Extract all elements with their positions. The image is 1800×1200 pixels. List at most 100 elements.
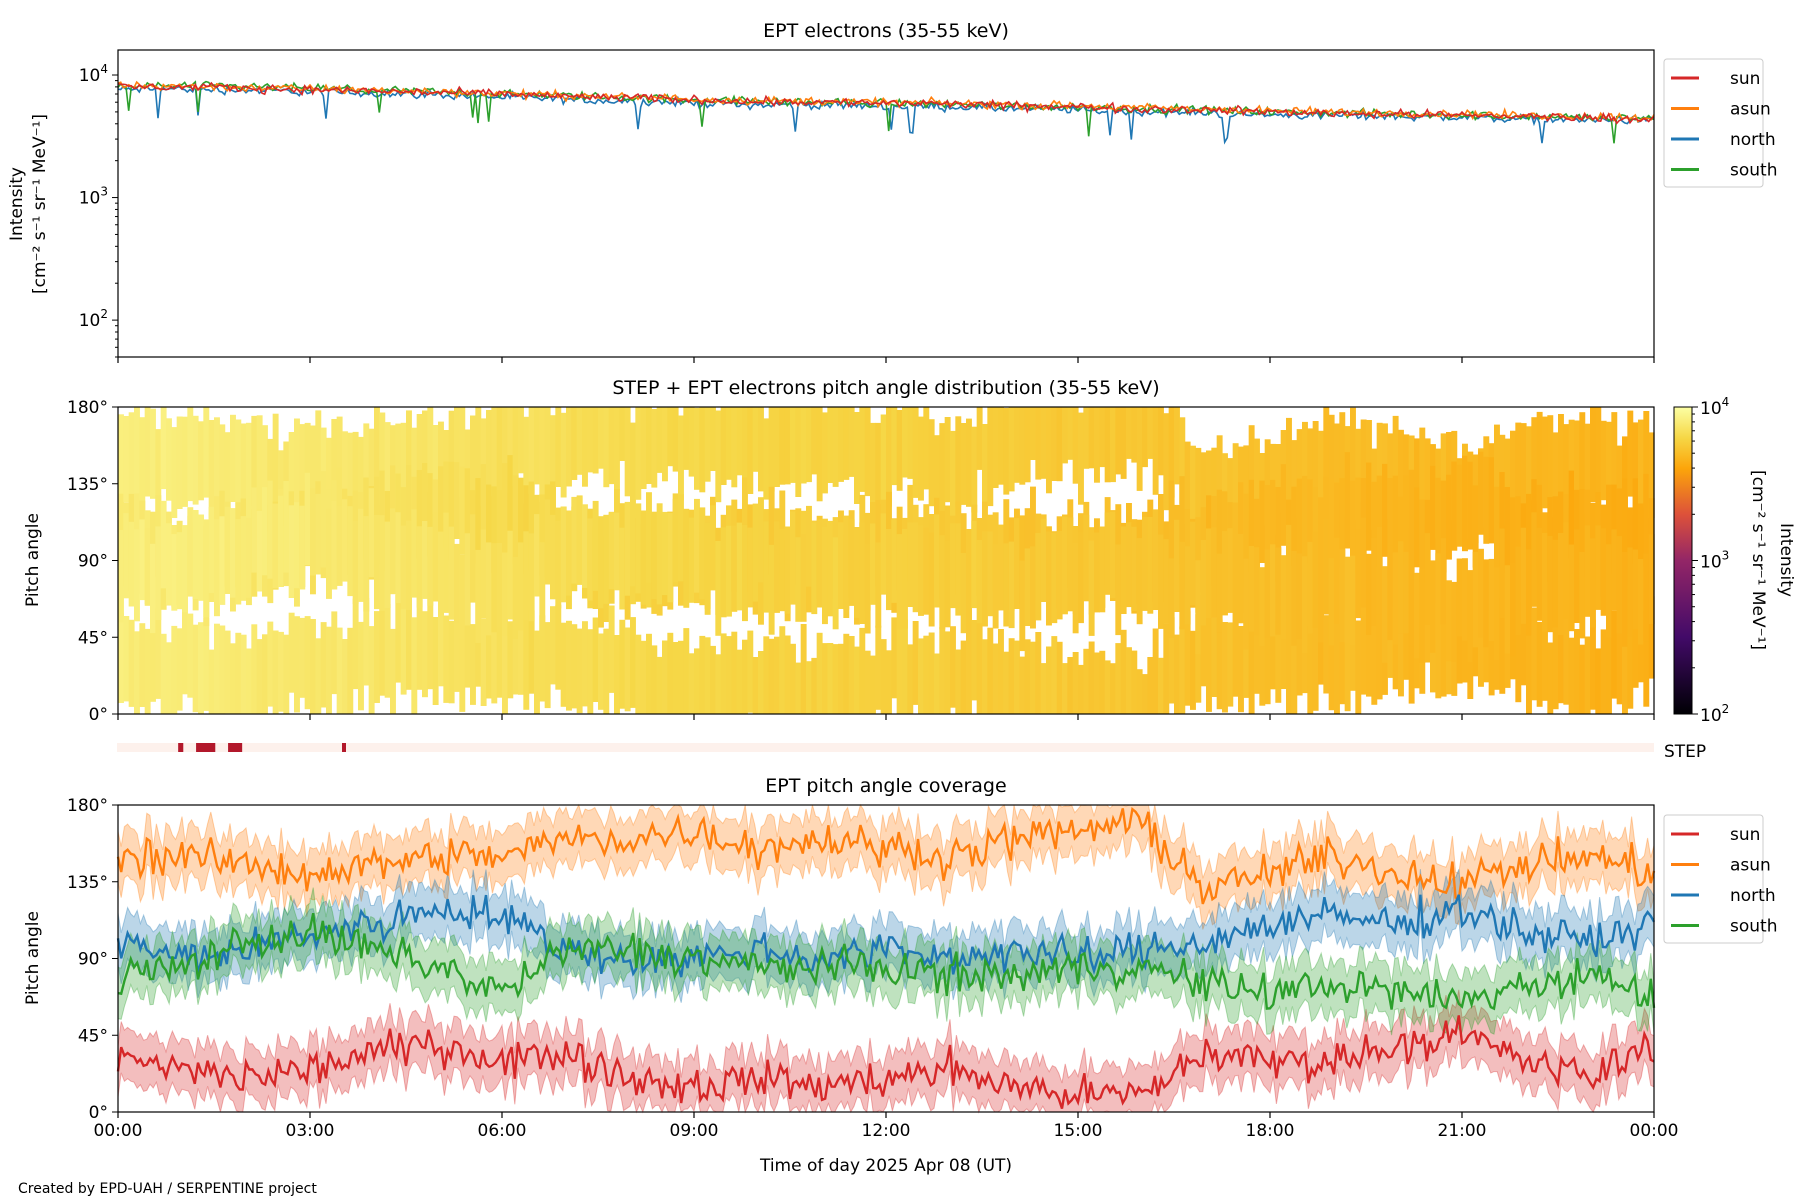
pad-cell [838,643,844,714]
pad-cell [368,428,375,509]
pad-cell [406,520,412,610]
pad-cell [592,407,599,474]
pad-cell [299,617,306,698]
pad-cell [443,512,450,613]
pad-cell [1504,565,1511,654]
pad-cell [1574,420,1580,502]
pad-cell [1435,603,1442,699]
pad-cell [843,633,850,714]
pad-cell [1526,493,1532,583]
pad-cell [1211,527,1218,618]
pad-cell [624,501,631,596]
pad-cell [1104,512,1111,595]
pad-cell [1616,536,1623,634]
pad-cell [1120,526,1127,614]
pad-cell [1339,478,1346,568]
pad-cell [678,494,684,582]
pad-cell [1606,484,1612,584]
pad-cell [1643,611,1650,707]
pad-cell [1339,412,1346,500]
pad-cell [592,617,599,702]
pad-cell [651,645,658,714]
pad-cell [358,621,364,711]
pad-cell [1072,542,1079,634]
pad-cell [507,530,514,620]
pad-cell [198,421,204,501]
pad-cell [1590,619,1596,710]
pad-cell [176,416,183,509]
pad-cell [518,407,524,474]
pad-cell [1542,616,1548,701]
pad-cell [326,437,332,526]
pad-cell [1046,407,1052,494]
pad-cell [1526,549,1532,636]
pad-cell [528,481,535,571]
pad-cell [411,617,418,714]
pad-cell [454,597,460,692]
pad-cell [299,505,306,590]
pad-cell [646,407,652,484]
pad-cell [859,627,866,714]
pad-cell [310,425,316,522]
pad-cell [438,531,444,616]
pad-cell [1536,411,1543,502]
pad-cell [736,649,743,714]
legend-label-asun: asun [1730,100,1771,120]
pad-cell [859,407,866,492]
pad-cell [560,506,567,603]
pad-cell [1227,622,1234,707]
pad-cell [496,407,503,491]
step-active-interval [228,743,243,752]
pad-cell [1072,407,1079,484]
pad-cell [155,526,162,620]
pad-cell [320,471,327,568]
pad-cell [262,634,268,714]
pad-cell [1296,429,1303,519]
pad-cell [443,461,450,548]
pad-cell [694,648,700,714]
pad-cell [950,430,956,519]
pad-cell [896,626,903,714]
pad-cell [923,635,930,714]
pad-cell [1638,503,1644,584]
pad-cell [1403,551,1410,634]
pad-cell [768,544,775,635]
pad-cell [1030,641,1036,714]
pad-cell [459,466,466,555]
pad-cell [374,407,380,485]
pad-cell [1568,544,1575,632]
pad-cell [1515,422,1522,513]
pad-cell [1280,464,1287,546]
pad-cell [736,522,743,611]
pad-cell [128,412,135,498]
pad-cell [235,419,242,517]
y-tick-label: 135° [67,475,108,495]
pad-cell [678,415,684,501]
pad-cell [1504,487,1511,573]
pad-cell [1318,553,1324,643]
pad-cell [1168,480,1175,579]
pad-cell [1494,486,1500,572]
pad-cell [1392,415,1399,509]
pad-cell [224,432,231,514]
pad-cell [486,484,492,575]
pad-cell [870,422,876,504]
pad-cell [1238,626,1244,713]
x-tick-label: 15:00 [1054,1121,1103,1141]
pad-cell [1552,432,1559,517]
y-tick-label: 135° [67,873,108,893]
intensity-line-asun [117,80,1655,123]
pad-cell [528,533,535,622]
pad-cell [598,516,604,609]
pad-cell [982,531,988,627]
pad-cell [694,407,700,490]
pad-cell [1270,600,1276,690]
pad-cell [1371,537,1378,627]
pad-cell [934,435,940,530]
pad-cell [992,407,999,488]
pad-cell [939,627,946,714]
pad-cell [1056,407,1063,482]
pad-cell [726,636,732,714]
step-active-interval [196,743,216,752]
pad-cell [1174,634,1180,714]
